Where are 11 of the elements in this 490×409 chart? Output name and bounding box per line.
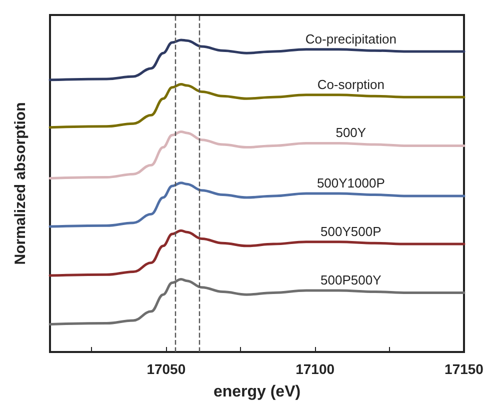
x-tick-label: 17150	[444, 361, 484, 377]
series-label: Co-precipitation	[305, 31, 396, 46]
series-label: Co-sorption	[317, 76, 385, 92]
x-axis-title: energy (eV)	[213, 384, 301, 400]
y-axis-title: Normalized absorption	[12, 102, 29, 265]
series-label: 500Y1000P	[316, 175, 385, 190]
x-tick-label: 17050	[146, 361, 186, 377]
series-label: 500Y	[336, 125, 366, 140]
series-label: 500Y500P	[320, 224, 382, 239]
series-label: 500P500Y	[320, 272, 382, 288]
x-tick-label: 17100	[296, 361, 335, 377]
